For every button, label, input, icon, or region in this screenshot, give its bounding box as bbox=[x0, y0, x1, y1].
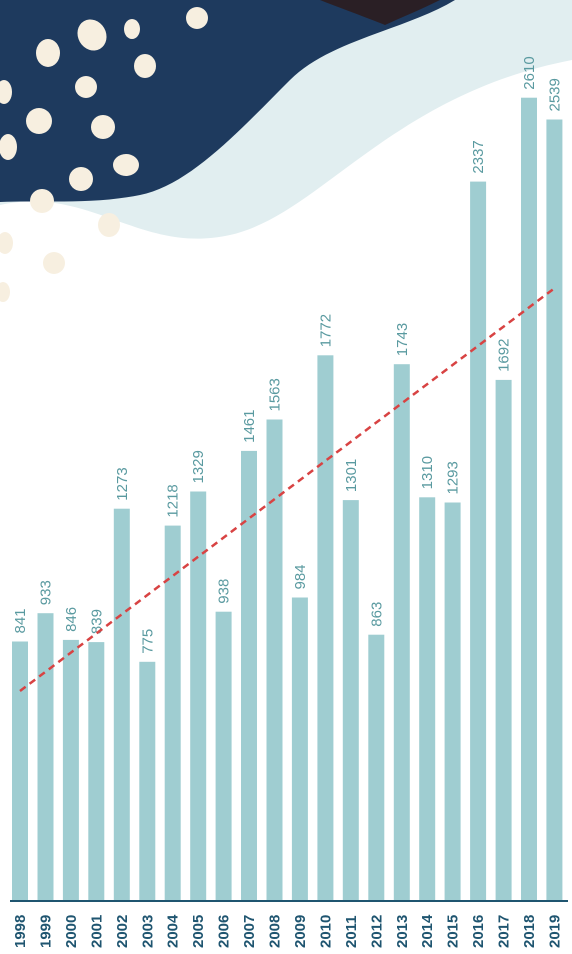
x-tick-label: 2015 bbox=[445, 915, 462, 948]
x-tick-label: 2014 bbox=[419, 914, 436, 948]
x-tick-label: 2013 bbox=[394, 915, 411, 948]
decorative-spot bbox=[30, 189, 54, 213]
bar-value-label: 1329 bbox=[190, 450, 207, 483]
x-axis-tick-labels: 1998 1999 2000 2001 2002 2003 2004 2005 2006 2007… bbox=[12, 914, 563, 948]
x-tick-label: 2000 bbox=[63, 915, 80, 948]
bar-value-label: 2539 bbox=[546, 78, 563, 111]
bar-2005 bbox=[190, 491, 207, 900]
x-tick-label: 2011 bbox=[343, 915, 360, 948]
bar-2017 bbox=[495, 379, 512, 900]
decorative-spot bbox=[77, 19, 107, 51]
bar-1998 bbox=[12, 641, 28, 900]
bar-2019 bbox=[546, 119, 563, 900]
bar-value-label: 1692 bbox=[496, 339, 513, 372]
decorative-spot bbox=[0, 282, 10, 302]
x-tick-label: 2009 bbox=[292, 915, 309, 948]
decorative-spot bbox=[69, 167, 93, 191]
trend-line bbox=[19, 287, 556, 692]
decorative-spot bbox=[124, 19, 140, 39]
bar-value-label: 1772 bbox=[317, 314, 334, 347]
decorative-spot bbox=[113, 154, 139, 176]
bar-value-label: 841 bbox=[12, 608, 29, 633]
bar-value-label: 933 bbox=[38, 580, 55, 605]
bar-value-label: 1310 bbox=[419, 456, 436, 489]
x-tick-label: 2004 bbox=[165, 914, 182, 948]
bar-2006 bbox=[215, 611, 232, 900]
x-tick-label: 2010 bbox=[317, 915, 334, 948]
x-tick-label: 2018 bbox=[521, 915, 538, 948]
bar-2008 bbox=[266, 419, 283, 900]
bar-2015 bbox=[444, 502, 461, 900]
bar-2011 bbox=[342, 500, 359, 900]
bar-value-label: 2610 bbox=[521, 56, 538, 89]
x-tick-label: 1999 bbox=[38, 915, 55, 948]
bar-2000 bbox=[62, 639, 79, 900]
dark-sea-background bbox=[0, 0, 455, 202]
decorative-spot bbox=[134, 54, 156, 78]
value-labels-layer: 841 933 846 839 1273 775 1218 1329 938 1461 1563 98… bbox=[12, 56, 563, 653]
bar-2014 bbox=[419, 497, 436, 900]
x-tick-label: 2019 bbox=[546, 915, 563, 948]
dark-shadow-edge bbox=[320, 0, 440, 25]
bar-value-label: 984 bbox=[292, 564, 309, 589]
bar-value-label: 1461 bbox=[241, 410, 258, 443]
x-tick-label: 2012 bbox=[368, 915, 385, 948]
decorative-spot bbox=[0, 232, 13, 254]
decorative-spot bbox=[186, 7, 208, 29]
x-tick-label: 2017 bbox=[496, 915, 513, 948]
bar-2016 bbox=[470, 181, 487, 901]
bar-value-label: 2337 bbox=[470, 140, 487, 173]
bar-value-label: 1218 bbox=[165, 484, 182, 517]
bar-2012 bbox=[368, 634, 385, 900]
bar-2007 bbox=[241, 450, 257, 900]
x-tick-label: 2001 bbox=[88, 915, 105, 948]
bar-1999 bbox=[37, 613, 54, 900]
bar-2013 bbox=[393, 364, 410, 900]
x-tick-label: 2003 bbox=[139, 915, 156, 948]
x-tick-label: 1998 bbox=[12, 915, 29, 948]
bar-value-label: 1293 bbox=[445, 461, 462, 494]
x-tick-label: 2016 bbox=[470, 915, 487, 948]
bar-2004 bbox=[164, 525, 181, 900]
decorative-spot bbox=[75, 76, 97, 98]
x-tick-label: 2005 bbox=[190, 915, 207, 948]
bar-value-label: 1273 bbox=[114, 467, 131, 500]
x-tick-label: 2008 bbox=[267, 915, 284, 948]
bar-2009 bbox=[291, 597, 308, 900]
bar-value-label: 863 bbox=[368, 602, 385, 627]
decorative-spot bbox=[0, 134, 17, 160]
decorative-spot bbox=[26, 108, 52, 134]
x-tick-label: 2006 bbox=[216, 915, 233, 948]
decorative-spots bbox=[0, 7, 208, 302]
decorative-spot bbox=[98, 213, 120, 237]
bar-2018 bbox=[521, 97, 537, 900]
decorative-spot bbox=[43, 252, 65, 274]
bar-2003 bbox=[139, 661, 156, 900]
x-tick-label: 2007 bbox=[241, 915, 258, 948]
decorative-spot bbox=[0, 80, 12, 104]
bars-layer bbox=[12, 97, 563, 901]
bar-2001 bbox=[88, 642, 105, 900]
decorative-spot bbox=[36, 39, 60, 67]
bar-value-label: 1743 bbox=[394, 323, 411, 356]
bar-value-label: 1301 bbox=[343, 459, 360, 492]
bar-value-label: 938 bbox=[216, 579, 233, 604]
bar-value-label: 775 bbox=[139, 629, 156, 654]
x-tick-label: 2002 bbox=[114, 915, 131, 948]
decorative-spot bbox=[91, 115, 115, 139]
bar-value-label: 1563 bbox=[267, 378, 284, 411]
bar-value-label: 839 bbox=[88, 609, 105, 634]
bar-2002 bbox=[113, 508, 130, 900]
bar-value-label: 846 bbox=[63, 607, 80, 632]
bar-2010 bbox=[317, 355, 334, 900]
